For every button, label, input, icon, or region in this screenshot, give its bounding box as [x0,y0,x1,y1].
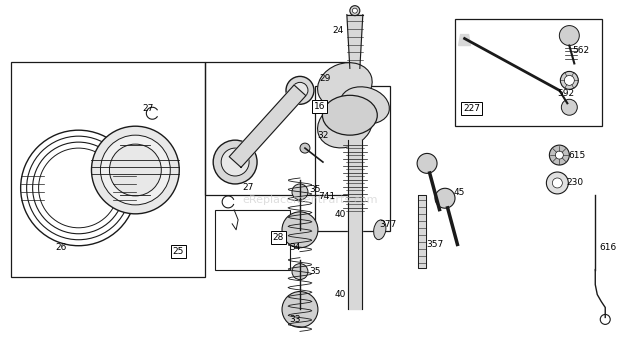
Circle shape [300,143,310,153]
Text: 28: 28 [272,233,284,242]
Bar [205,62,353,195]
Circle shape [282,292,318,327]
Ellipse shape [92,126,179,214]
Text: 227: 227 [463,104,480,113]
Circle shape [560,71,578,89]
Circle shape [552,178,562,188]
Ellipse shape [317,63,372,108]
Text: 29: 29 [319,74,330,83]
Text: 35: 35 [309,185,321,195]
Circle shape [350,6,360,16]
Circle shape [561,99,577,115]
Text: 27: 27 [242,183,254,192]
Circle shape [282,212,318,248]
Text: 33: 33 [290,315,301,324]
Ellipse shape [374,220,386,240]
Text: 377: 377 [379,220,396,229]
Circle shape [352,8,357,13]
Polygon shape [229,85,306,167]
Ellipse shape [322,95,378,135]
Circle shape [556,151,564,159]
Text: 616: 616 [600,243,617,252]
Ellipse shape [340,87,389,124]
Ellipse shape [110,144,161,196]
Polygon shape [348,140,362,309]
Text: 27: 27 [143,104,154,113]
Text: 562: 562 [573,46,590,55]
Circle shape [559,26,579,46]
Text: 25: 25 [172,247,184,256]
Text: eReplacementParts.com: eReplacementParts.com [242,195,378,205]
Text: 24: 24 [332,26,343,35]
Circle shape [221,148,249,176]
Circle shape [546,172,569,194]
Circle shape [286,77,314,104]
Circle shape [564,76,574,85]
Text: 615: 615 [569,151,586,160]
Bar [11,62,205,277]
Circle shape [417,153,437,173]
Circle shape [292,264,308,279]
Text: 40: 40 [334,290,345,299]
Bar [454,19,602,126]
Text: 45: 45 [454,188,465,197]
Text: 34: 34 [290,243,301,252]
Text: 592: 592 [558,89,575,98]
Bar [215,210,290,270]
Circle shape [435,188,455,208]
Circle shape [292,184,308,200]
Text: 40: 40 [334,210,345,219]
Polygon shape [347,15,363,69]
Text: 16: 16 [314,102,326,111]
Polygon shape [459,34,471,46]
Polygon shape [418,195,426,268]
Text: 357: 357 [426,240,443,249]
Text: 32: 32 [317,130,329,140]
Circle shape [213,140,257,184]
Ellipse shape [317,103,372,148]
Text: 230: 230 [567,179,584,188]
Circle shape [549,145,569,165]
Circle shape [292,82,308,98]
Bar [315,86,390,231]
Text: 35: 35 [309,267,321,276]
Ellipse shape [100,135,170,205]
Text: 26: 26 [55,243,66,252]
Text: 741: 741 [318,192,335,201]
